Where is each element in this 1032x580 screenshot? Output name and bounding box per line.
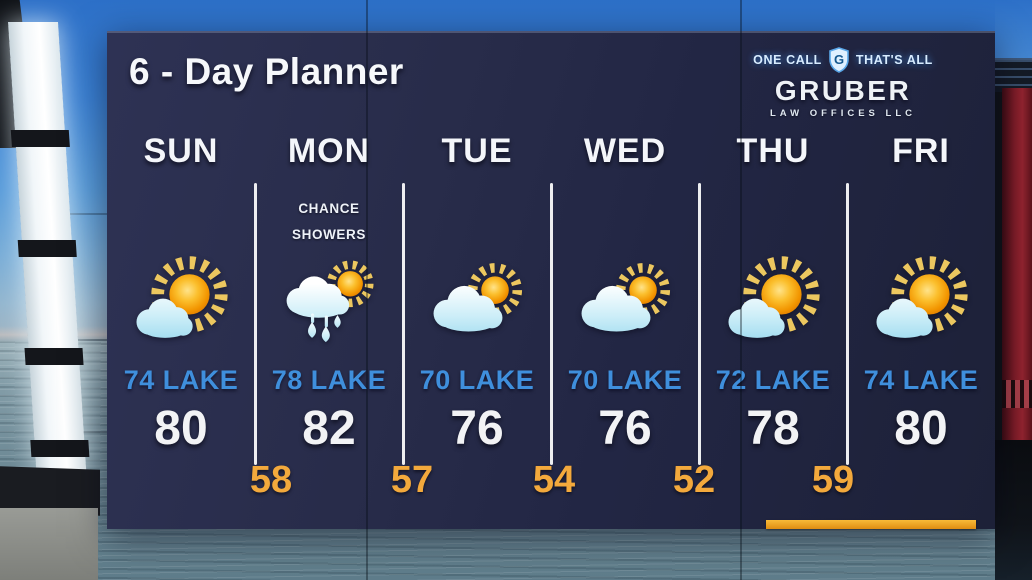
lake-temp: 70 LAKE — [567, 365, 683, 395]
mostly-sunny-icon — [128, 252, 234, 358]
high-temp: 76 — [450, 402, 504, 455]
day-columns: SUN 74 LAKE 80 MON CHANCE SHOWERS — [107, 33, 995, 529]
right-edge-photo — [995, 0, 1032, 580]
column-divider — [846, 183, 849, 465]
high-temp: 76 — [598, 402, 652, 455]
high-temp: 78 — [746, 402, 800, 455]
videowall-seam-vertical — [366, 0, 368, 580]
column-divider — [254, 183, 257, 465]
pier-railing — [995, 58, 1032, 92]
page-title: 6 - Day Planner — [129, 51, 404, 92]
lake-temp: 78 LAKE — [271, 365, 387, 395]
icon-slot — [699, 249, 847, 361]
shield-letter: G — [834, 52, 844, 67]
videowall-seam-vertical — [740, 0, 742, 580]
highlight-bar — [766, 520, 976, 529]
icon-slot — [403, 249, 551, 361]
light-column-divider — [30, 440, 90, 457]
day-column-thu: THU 72 LAKE 78 — [699, 33, 847, 529]
condition-note: CHANCE SHOWERS — [255, 196, 403, 247]
shield-icon: G — [829, 47, 849, 73]
icon-slot — [847, 249, 995, 361]
day-column-wed: WED 70 LAKE 76 — [551, 33, 699, 529]
partly-cloudy-icon — [572, 252, 678, 358]
lake-temp: 70 LAKE — [419, 365, 535, 395]
low-temp: 57 — [390, 459, 434, 501]
note-line: SHOWERS — [292, 226, 366, 242]
column-divider — [698, 183, 701, 465]
high-temp: 82 — [302, 402, 356, 455]
low-temp: 59 — [811, 459, 855, 501]
day-column-fri: FRI 74 LAKE 80 — [847, 33, 995, 529]
column-divider — [550, 183, 553, 465]
icon-slot — [255, 249, 403, 361]
light-column-divider — [17, 240, 77, 257]
right-dark-base — [995, 440, 1032, 580]
sponsor-name: GRUBER — [774, 75, 912, 106]
lake-temp: 74 LAKE — [863, 365, 979, 395]
day-label: SUN — [143, 132, 219, 170]
sponsor-tagline-right: THAT'S ALL — [855, 53, 933, 67]
day-label: FRI — [892, 132, 950, 170]
note-line: CHANCE — [298, 201, 360, 216]
partly-cloudy-icon — [424, 252, 530, 358]
lake-temp: 74 LAKE — [123, 365, 239, 395]
low-temp: 54 — [532, 459, 576, 501]
studio-floor — [0, 508, 98, 580]
red-lighthouse — [1002, 88, 1032, 440]
day-label: THU — [736, 132, 810, 170]
mostly-sunny-icon — [868, 252, 974, 358]
high-temp: 80 — [154, 402, 208, 455]
sponsor-logo: ONE CALL G THAT'S ALL GRUBER LAW OFFICES… — [707, 47, 979, 119]
day-label: MON — [287, 132, 371, 170]
icon-slot — [551, 249, 699, 361]
day-label: TUE — [441, 132, 513, 170]
light-column-divider — [24, 348, 84, 365]
light-column-divider — [10, 130, 70, 147]
lighthouse-railing — [1002, 380, 1032, 408]
high-temp: 80 — [894, 402, 948, 455]
icon-slot — [107, 249, 255, 361]
day-column-tue: TUE 70 LAKE 76 — [403, 33, 551, 529]
forecast-panel: 6 - Day Planner ONE CALL G THAT'S ALL GR… — [107, 31, 995, 529]
low-temp: 52 — [672, 459, 716, 501]
day-label: WED — [583, 132, 667, 170]
mostly-sunny-icon — [720, 252, 826, 358]
low-temp: 58 — [249, 459, 293, 501]
column-divider — [402, 183, 405, 465]
lake-temp: 72 LAKE — [715, 365, 831, 395]
day-column-sun: SUN 74 LAKE 80 — [107, 33, 255, 529]
day-column-mon: MON CHANCE SHOWERS 78 LAKE 82 — [255, 33, 403, 529]
right-sky — [995, 0, 1032, 58]
sponsor-tagline-left: ONE CALL — [753, 53, 822, 67]
sponsor-subtitle: LAW OFFICES LLC — [769, 108, 917, 119]
sponsor-tagline: ONE CALL G THAT'S ALL — [707, 47, 979, 73]
